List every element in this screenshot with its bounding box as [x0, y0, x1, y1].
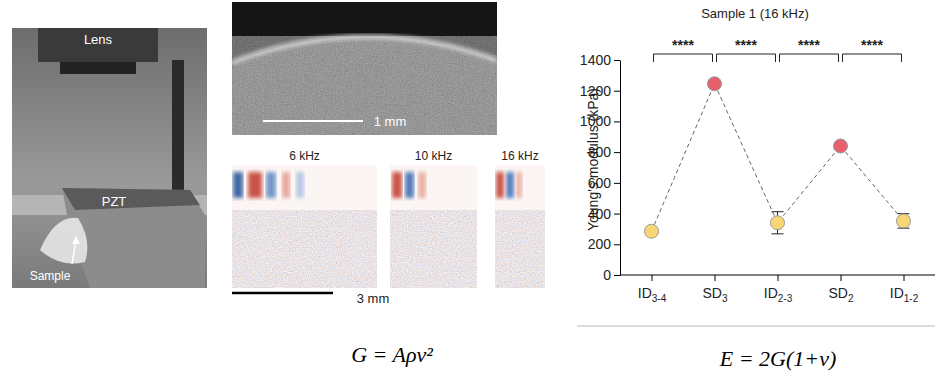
annotations: **** **** **** ****: [654, 37, 902, 62]
oct-panel: 1 mm: [232, 2, 497, 135]
lens-tip: [60, 62, 136, 74]
wave-front: [296, 172, 304, 198]
divider: [577, 326, 935, 327]
x-tick-label: SD2: [828, 285, 853, 304]
wave-label: 16 kHz: [501, 149, 538, 163]
wave-noise: [232, 210, 377, 288]
x-tick-mark: [778, 275, 779, 281]
y-tick-label: 1400: [580, 52, 611, 68]
y-tick: 200: [588, 236, 620, 252]
wave-front: [392, 172, 402, 198]
x-tick: ID2-3: [764, 275, 793, 304]
y-tick-mark: [614, 60, 620, 61]
connecting-line: [652, 84, 904, 231]
plot-area: [645, 77, 911, 238]
photo-label: Lens: [84, 32, 113, 47]
x-tick-mark: [652, 275, 653, 281]
equation: G = Aρv²: [351, 342, 433, 367]
x-tick-label: ID1-2: [890, 285, 919, 304]
error-bar-cap: [772, 211, 784, 212]
wave-background: [495, 165, 545, 288]
photo-background: [12, 28, 207, 288]
stand-pole: [172, 60, 184, 200]
significance-label: ****: [798, 37, 820, 53]
error-bar: [898, 214, 910, 228]
significance-bracket: [780, 54, 839, 62]
wave-label: 6 kHz: [289, 149, 320, 163]
wave-front: [516, 172, 522, 198]
significance-bracket: [843, 54, 902, 62]
wave-front: [496, 172, 504, 198]
x-tick-mark: [715, 275, 716, 281]
wave-background: [232, 165, 377, 288]
y-tick-mark: [614, 91, 620, 92]
oct-speckle: [232, 36, 497, 135]
photo-label: PZT: [102, 194, 127, 209]
photo-label: Sample: [30, 269, 71, 283]
wave-noise: [390, 210, 477, 288]
x-axis: ID3-4 SD3 ID2-3 SD2 ID1-2: [620, 275, 935, 304]
wave-front: [233, 172, 243, 198]
wave-front: [248, 172, 262, 198]
sample-arrowhead: [72, 236, 80, 244]
oct-scale-label: 1 mm: [374, 114, 407, 129]
y-tick-mark: [614, 183, 620, 184]
lens-body: [38, 28, 158, 62]
x-tick: SD3: [702, 275, 727, 304]
data-point: [834, 139, 848, 153]
x-tick-label: ID2-3: [764, 285, 793, 304]
oct-surface: [232, 36, 497, 62]
data-point: [771, 216, 785, 230]
significance-label: ****: [861, 37, 883, 53]
oct-background: [232, 2, 497, 135]
wave-scale-bar: [232, 292, 333, 295]
y-tick-label: 0: [603, 267, 611, 283]
x-tick-mark: [904, 275, 905, 281]
pzt-top: [62, 188, 200, 210]
x-tick: ID1-2: [890, 275, 919, 304]
y-tick-mark: [614, 244, 620, 245]
y-tick: 1400: [580, 52, 620, 68]
wave-front: [282, 172, 290, 198]
equation: E = 2G(1+ν): [719, 346, 836, 371]
y-tick: 0: [603, 267, 620, 283]
significance-label: ****: [672, 37, 694, 53]
wave-label: 10 kHz: [415, 149, 452, 163]
significance-bracket: [717, 54, 776, 62]
wave-front: [506, 172, 514, 198]
significance-label: ****: [735, 37, 757, 53]
chart: Sample 1 (16 kHz)02004006008001000120014…: [580, 6, 935, 304]
y-tick-mark: [614, 214, 620, 215]
y-tick-label: 200: [588, 236, 612, 252]
y-axis-line: [620, 61, 621, 276]
oct-tissue: [232, 36, 497, 135]
wave-front: [418, 172, 426, 198]
oct-scale-bar: [263, 120, 363, 122]
photo-panel: Lens PZT Sample: [12, 28, 207, 288]
wave-front: [405, 172, 414, 198]
wave-scale-label: 3 mm: [357, 291, 390, 306]
x-tick: ID3-4: [638, 275, 667, 304]
data-point: [897, 214, 911, 228]
wave-background: [390, 165, 477, 288]
x-tick-mark: [841, 275, 842, 281]
y-tick-mark: [614, 152, 620, 153]
error-bar-cap: [772, 233, 784, 234]
x-tick-label: SD3: [702, 285, 727, 304]
wave-noise: [495, 210, 545, 288]
y-tick-mark: [614, 121, 620, 122]
x-tick-label: ID3-4: [638, 285, 667, 304]
y-axis: 0200400600800100012001400: [580, 52, 621, 283]
y-tick-mark: [614, 275, 620, 276]
data-point: [645, 224, 659, 238]
chart-title: Sample 1 (16 kHz): [701, 6, 809, 21]
y-axis-title: Young's modulus (kPa): [585, 88, 601, 231]
x-tick: SD2: [828, 275, 853, 304]
error-bar: [772, 212, 784, 234]
significance-bracket: [654, 54, 713, 62]
wave-panels: 6 kHz 10 kHz 16 kHz 3 mm: [232, 149, 545, 306]
wave-front: [266, 172, 276, 198]
data-point: [708, 77, 722, 91]
sample-shape: [40, 218, 87, 264]
